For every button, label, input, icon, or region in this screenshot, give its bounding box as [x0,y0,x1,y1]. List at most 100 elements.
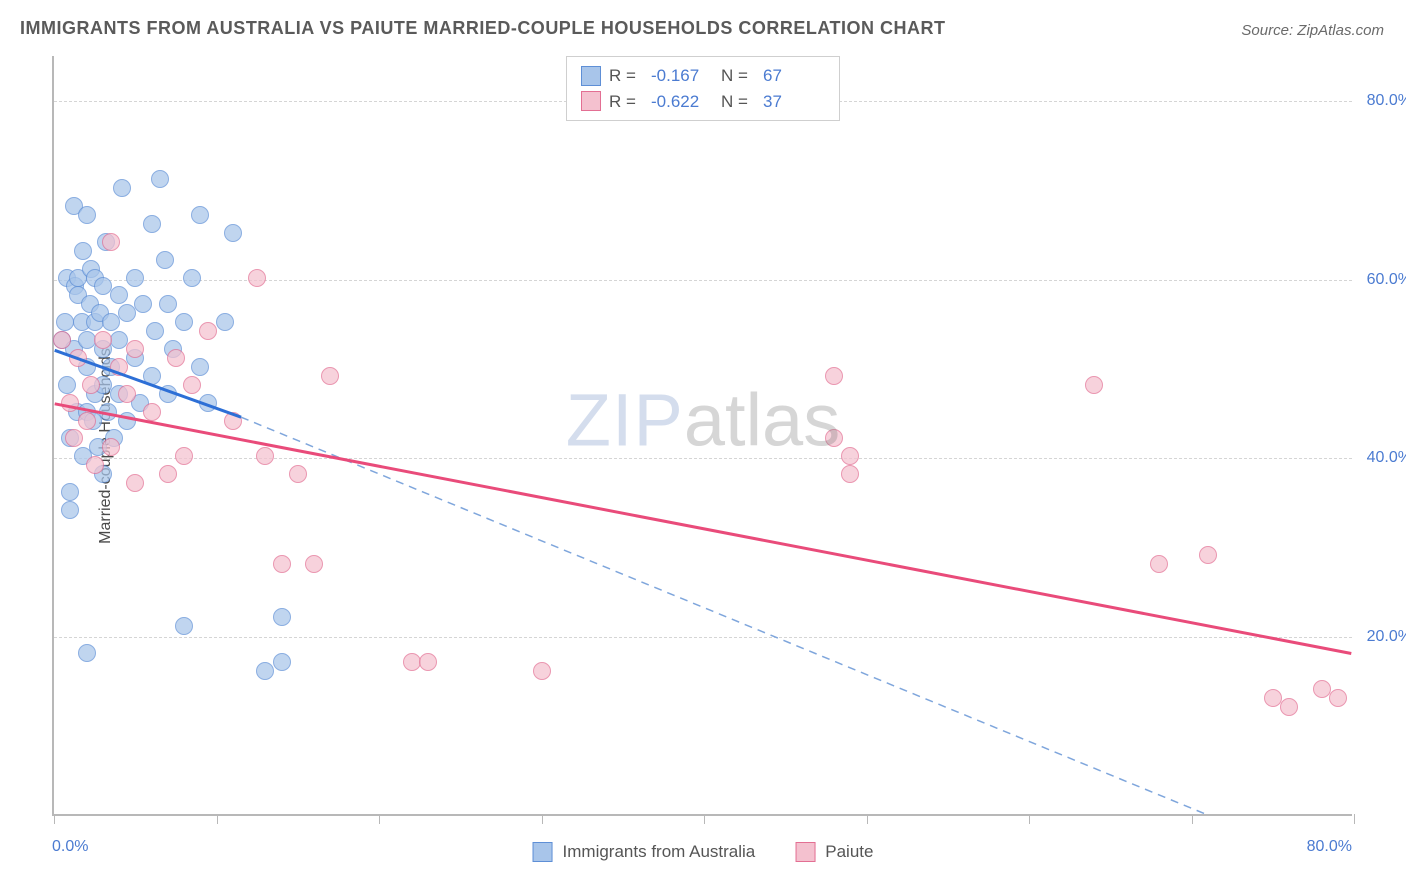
data-point-paiute [69,349,87,367]
data-point-paiute [224,412,242,430]
swatch-paiute [795,842,815,862]
data-point-paiute [841,447,859,465]
data-point-paiute [126,474,144,492]
x-axis-min-label: 0.0% [52,838,88,856]
data-point-australia [146,322,164,340]
data-point-australia [99,403,117,421]
y-tick-label: 60.0% [1367,271,1406,289]
r-value-australia: -0.167 [651,63,713,89]
n-label: N = [721,63,755,89]
y-tick-label: 80.0% [1367,92,1406,110]
data-point-australia [61,501,79,519]
legend-label-paiute: Paiute [825,842,873,862]
x-tick [217,814,218,824]
data-point-paiute [825,367,843,385]
source-label: Source: [1241,22,1297,39]
data-point-australia [74,242,92,260]
data-point-australia [78,644,96,662]
data-point-australia [273,608,291,626]
data-point-paiute [143,403,161,421]
data-point-paiute [183,376,201,394]
data-point-australia [110,331,128,349]
data-point-paiute [419,653,437,671]
x-tick [1354,814,1355,824]
swatch-australia [581,66,601,86]
data-point-australia [175,617,193,635]
data-point-paiute [1264,689,1282,707]
data-point-paiute [1313,680,1331,698]
data-point-paiute [110,358,128,376]
data-point-australia [118,304,136,322]
data-point-australia [175,313,193,331]
data-point-paiute [159,465,177,483]
data-point-paiute [102,233,120,251]
data-point-australia [159,385,177,403]
data-point-paiute [78,412,96,430]
legend-item-australia: Immigrants from Australia [533,842,756,862]
data-point-australia [183,269,201,287]
data-point-australia [118,412,136,430]
x-tick [1029,814,1030,824]
r-value-paiute: -0.622 [651,89,713,115]
data-point-paiute [1085,376,1103,394]
swatch-australia [533,842,553,862]
n-value-australia: 67 [763,63,825,89]
data-point-australia [113,179,131,197]
data-point-paiute [305,555,323,573]
watermark-atlas: atlas [684,378,840,461]
data-point-paiute [1199,546,1217,564]
data-point-paiute [126,340,144,358]
data-point-australia [273,653,291,671]
data-point-australia [156,251,174,269]
data-point-paiute [61,394,79,412]
data-point-australia [134,295,152,313]
legend-row-australia: R = -0.167 N = 67 [581,63,825,89]
data-point-australia [94,277,112,295]
series-legend: Immigrants from Australia Paiute [533,842,874,862]
data-point-paiute [1280,698,1298,716]
watermark-zip: ZIP [566,378,684,461]
data-point-australia [61,483,79,501]
correlation-legend: R = -0.167 N = 67 R = -0.622 N = 37 [566,56,840,121]
data-point-paiute [289,465,307,483]
trend-line-dash-australia [241,417,1205,814]
x-axis-max-label: 80.0% [1307,838,1352,856]
data-point-australia [191,206,209,224]
data-point-paiute [825,429,843,447]
chart-title: IMMIGRANTS FROM AUSTRALIA VS PAIUTE MARR… [20,18,945,39]
data-point-paiute [1329,689,1347,707]
x-tick [542,814,543,824]
data-point-australia [191,358,209,376]
data-point-paiute [86,456,104,474]
data-point-paiute [248,269,266,287]
data-point-australia [143,367,161,385]
n-value-paiute: 37 [763,89,825,115]
data-point-paiute [175,447,193,465]
data-point-paiute [53,331,71,349]
y-tick-label: 40.0% [1367,449,1406,467]
source-value: ZipAtlas.com [1297,22,1384,39]
gridline-h [54,458,1352,459]
data-point-australia [151,170,169,188]
data-point-australia [199,394,217,412]
n-label: N = [721,89,755,115]
data-point-australia [110,286,128,304]
x-tick [1192,814,1193,824]
legend-row-paiute: R = -0.622 N = 37 [581,89,825,115]
data-point-australia [126,269,144,287]
x-tick [867,814,868,824]
data-point-paiute [65,429,83,447]
data-point-paiute [256,447,274,465]
data-point-paiute [199,322,217,340]
gridline-h [54,637,1352,638]
legend-label-australia: Immigrants from Australia [563,842,756,862]
trend-line-paiute [55,404,1352,654]
data-point-paiute [167,349,185,367]
data-point-paiute [1150,555,1168,573]
data-point-paiute [841,465,859,483]
y-tick-label: 20.0% [1367,628,1406,646]
data-point-paiute [102,438,120,456]
data-point-paiute [82,376,100,394]
data-point-paiute [533,662,551,680]
data-point-paiute [321,367,339,385]
